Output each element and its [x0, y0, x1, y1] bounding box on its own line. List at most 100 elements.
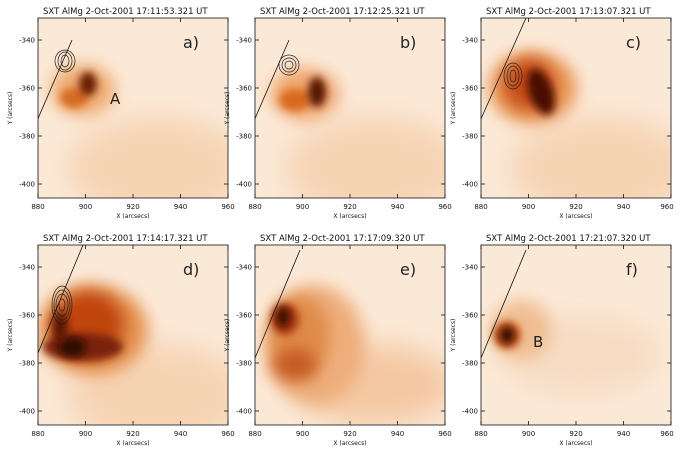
y-tick-label: -360	[462, 312, 478, 320]
y-axis-label: Y (arcsecs)	[224, 92, 231, 126]
x-tick-label: 960	[438, 203, 451, 211]
panel-letter: e)	[400, 260, 416, 279]
x-tick-label: 900	[79, 430, 92, 438]
x-tick-label: 920	[569, 430, 582, 438]
x-tick-label: 900	[296, 430, 309, 438]
y-tick-label: -380	[462, 133, 478, 141]
x-tick-label: 900	[522, 203, 535, 211]
y-ticks	[255, 266, 445, 412]
x-tick-label: 920	[343, 430, 356, 438]
panel-title: SXT AlMg 2-Oct-2001 17:12:25.321 UT	[260, 7, 425, 17]
y-tick-label: -340	[236, 264, 252, 272]
y-tick-label: -360	[462, 85, 478, 93]
panel-title: SXT AlMg 2-Oct-2001 17:11:53.321 UT	[43, 7, 208, 17]
panel-letter: c)	[626, 33, 641, 52]
x-ticks	[480, 245, 672, 425]
x-tick-label: 940	[391, 203, 404, 211]
y-tick-label: -340	[19, 37, 35, 45]
x-ticks	[37, 245, 229, 425]
y-ticks	[38, 266, 228, 412]
solar-image	[481, 245, 671, 425]
panel-title: SXT AlMg 2-Oct-2001 17:13:07.321 UT	[486, 7, 651, 17]
y-tick-label: -400	[462, 181, 478, 189]
x-tick-label: 920	[126, 203, 139, 211]
y-tick-label: -340	[236, 37, 252, 45]
panel-b: SXT AlMg 2-Oct-2001 17:12:25.321 UT 880 …	[224, 7, 452, 220]
panel-letter: b)	[400, 33, 416, 52]
x-tick-label: 960	[438, 430, 451, 438]
panel-e: SXT AlMg 2-Oct-2001 17:17:09.320 UT 880 …	[224, 234, 452, 447]
solar-image	[255, 245, 445, 425]
feature-label: A	[110, 90, 121, 108]
x-tick-label: 900	[79, 203, 92, 211]
panel-d: SXT AlMg 2-Oct-2001 17:14:17.321 UT	[7, 234, 235, 447]
panel-title: SXT AlMg 2-Oct-2001 17:14:17.321 UT	[43, 234, 208, 244]
x-tick-label: 960	[660, 430, 673, 438]
x-axis-label: X (arcsecs)	[559, 213, 592, 220]
x-ticks	[254, 18, 446, 198]
y-ticks	[255, 39, 445, 185]
y-ticks	[481, 39, 671, 185]
x-tick-label: 920	[126, 430, 139, 438]
x-axis-label: X (arcsecs)	[116, 213, 149, 220]
y-ticks	[38, 39, 228, 185]
y-tick-label: -400	[462, 408, 478, 416]
y-tick-label: -340	[19, 264, 35, 272]
y-axis-label: Y (arcsecs)	[450, 92, 457, 126]
x-tick-label: 880	[31, 203, 44, 211]
x-tick-label: 880	[248, 430, 261, 438]
x-tick-label: 900	[522, 430, 535, 438]
contours	[51, 285, 73, 325]
solar-image	[481, 18, 671, 198]
y-tick-label: -400	[236, 408, 252, 416]
contours	[54, 49, 76, 73]
x-tick-label: 960	[660, 203, 673, 211]
x-ticks	[37, 18, 229, 198]
x-axis-label: X (arcsecs)	[333, 213, 366, 220]
x-tick-label: 920	[343, 203, 356, 211]
panel-letter: d)	[183, 260, 199, 279]
y-tick-label: -340	[462, 37, 478, 45]
x-tick-label: 940	[174, 203, 187, 211]
y-axis-label: Y (arcsecs)	[7, 319, 14, 353]
x-tick-label: 900	[296, 203, 309, 211]
solar-image	[255, 18, 445, 198]
y-tick-label: -380	[236, 360, 252, 368]
y-tick-label: -340	[462, 264, 478, 272]
x-axis-label: X (arcsecs)	[333, 440, 366, 447]
x-tick-label: 940	[391, 430, 404, 438]
x-tick-label: 940	[617, 203, 630, 211]
panel-c: SXT AlMg 2-Oct-2001 17:13:07.321 UT 880 …	[450, 7, 674, 220]
x-ticks	[254, 245, 446, 425]
y-tick-label: -360	[236, 312, 252, 320]
y-axis-label: Y (arcsecs)	[7, 92, 14, 126]
panel-letter: a)	[183, 33, 199, 52]
panel-a: SXT AlMg 2-Oct-2001 17:11:53.321 UT 880 …	[7, 7, 235, 220]
panel-title: SXT AlMg 2-Oct-2001 17:17:09.320 UT	[260, 234, 425, 244]
y-tick-label: -360	[236, 85, 252, 93]
y-tick-label: -400	[19, 181, 35, 189]
x-ticks	[480, 18, 672, 198]
x-tick-label: 880	[31, 430, 44, 438]
y-tick-label: -360	[19, 312, 35, 320]
x-tick-label: 880	[248, 203, 261, 211]
x-tick-label: 940	[617, 430, 630, 438]
y-tick-label: -380	[236, 133, 252, 141]
y-ticks	[481, 266, 671, 412]
y-tick-label: -400	[19, 408, 35, 416]
y-tick-label: -400	[236, 181, 252, 189]
panel-letter: f)	[626, 260, 638, 279]
y-tick-label: -380	[462, 360, 478, 368]
y-axis-label: Y (arcsecs)	[450, 319, 457, 353]
x-tick-label: 940	[174, 430, 187, 438]
x-tick-label: 920	[569, 203, 582, 211]
y-tick-label: -380	[19, 133, 35, 141]
contours	[278, 54, 300, 76]
x-tick-label: 960	[221, 430, 234, 438]
contours	[503, 62, 523, 90]
feature-label: B	[533, 333, 543, 351]
x-tick-label: 880	[474, 203, 487, 211]
panel-title: SXT AlMg 2-Oct-2001 17:21:07.320 UT	[486, 234, 651, 244]
x-axis-label: X (arcsecs)	[559, 440, 592, 447]
